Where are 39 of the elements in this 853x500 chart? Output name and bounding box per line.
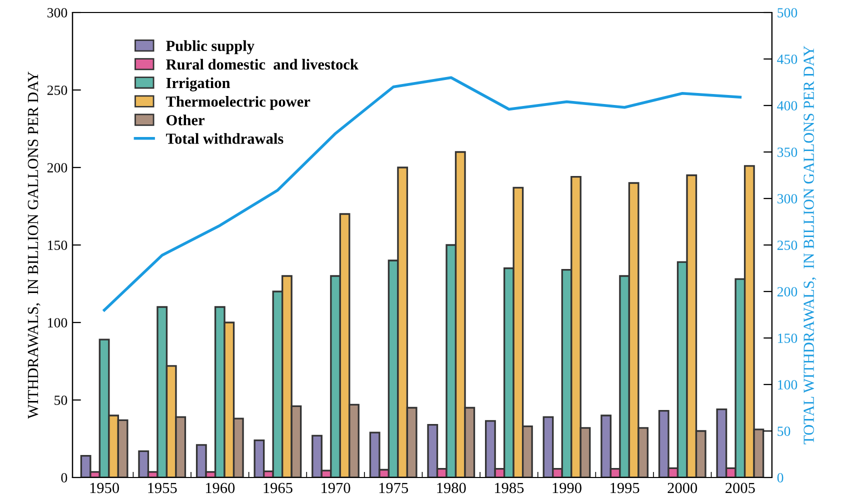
line-series: [102, 76, 742, 312]
legend-label: Public supply: [166, 40, 254, 54]
y2-tick-label: 450: [777, 54, 798, 64]
legend-label: Other: [166, 114, 204, 126]
y2-tick-label: 250: [777, 240, 798, 250]
x-tick-label: 1965: [264, 482, 292, 494]
y2-tick-label: 50: [778, 426, 790, 436]
y2-tick-label: 400: [777, 101, 798, 110]
x-tick-label: 1960: [206, 482, 235, 494]
y2-tick-label: 100: [778, 380, 798, 390]
y2-tick-label: 200: [777, 287, 798, 296]
y2-tick-label: 150: [778, 334, 798, 343]
y2-tick-label: 300: [777, 194, 798, 204]
y-axis-title: WITHDRAWALS, IN BILLION GALLONS PER DAY: [28, 72, 40, 419]
legend-label: Rural domestic and livestock: [166, 58, 358, 70]
y2-tick-label: 500: [778, 8, 798, 18]
legend-label: Total withdrawals: [166, 133, 284, 144]
x-tick-label: 2005: [726, 482, 755, 494]
y2-tick-label: 350: [777, 148, 798, 157]
y2-tick-label: 0: [777, 473, 784, 482]
x-tick-label: 2000: [668, 482, 698, 494]
legend-label: Irrigation: [166, 77, 230, 92]
x-tick-label: 1995: [610, 482, 640, 494]
x-tick-label: 1985: [495, 482, 524, 494]
y-tick-label: 300: [47, 8, 68, 18]
y-tick-label: 50: [54, 396, 68, 405]
legend-label: Thermoelectric power: [166, 96, 310, 110]
y-tick-label: 0: [61, 473, 68, 482]
y-tick-label: 250: [47, 86, 68, 95]
y-tick-label: 200: [47, 163, 68, 172]
x-tick-label: 1980: [437, 482, 466, 494]
x-tick-label: 1990: [552, 482, 582, 494]
y-tick-label: 100: [48, 318, 68, 328]
y2-axis-title: TOTAL WITHDRAWALS, IN BILLION GALLONS PER DAY: [804, 46, 816, 444]
x-tick-label: 1955: [148, 482, 177, 494]
y-tick-label: 150: [48, 240, 68, 250]
x-tick-label: 1970: [322, 482, 350, 494]
x-tick-label: 1975: [379, 482, 408, 494]
x-tick-label: 1950: [90, 482, 119, 494]
